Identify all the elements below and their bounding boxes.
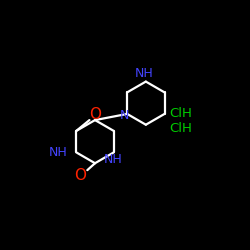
- Text: NH: NH: [135, 68, 154, 80]
- Text: ClH: ClH: [169, 107, 192, 120]
- Text: NH: NH: [49, 146, 68, 159]
- Text: O: O: [90, 107, 102, 122]
- Text: ClH: ClH: [169, 122, 192, 135]
- Text: O: O: [74, 168, 86, 183]
- Text: N: N: [120, 109, 129, 122]
- Text: NH: NH: [104, 153, 122, 166]
